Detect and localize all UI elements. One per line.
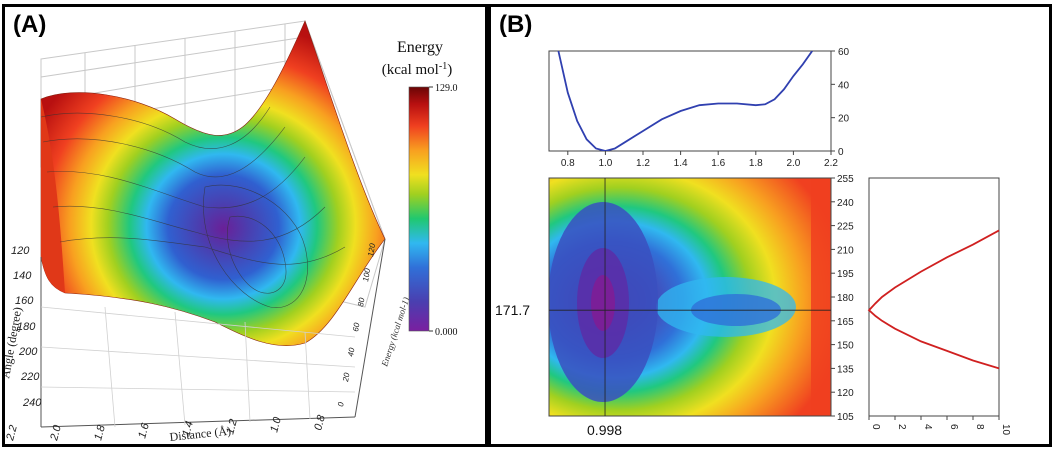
top-x-tick-label: 1.0 — [598, 158, 612, 169]
angle-tick: 160 — [15, 295, 34, 307]
heatmap-minimum-center — [591, 275, 615, 331]
distance-tick: 1.4 — [180, 420, 196, 438]
side-plot-frame — [868, 177, 1000, 417]
top-x-tick-label: 2.2 — [824, 158, 838, 169]
side-x-tick-label: 0 — [870, 424, 881, 430]
heatmap-y-tick-label: 225 — [837, 222, 854, 233]
distance-tick: 2.2 — [5, 424, 20, 443]
top-x-tick-label: 1.8 — [749, 158, 763, 169]
minimum-distance-label: 0.998 — [587, 422, 622, 438]
distance-axis: 2.2 2.0 1.8 1.6 1.4 1.2 1.0 0.8 — [5, 413, 328, 443]
distance-tick: 2.0 — [48, 423, 64, 443]
heatmap-y-tick-label: 255 — [837, 174, 854, 185]
top-y-tick-label: 0 — [838, 147, 844, 158]
distance-tick: 1.0 — [268, 415, 284, 434]
distance-axis-label: Distance (Å) — [169, 424, 232, 444]
heatmap-right-band — [811, 178, 831, 416]
energy-tick: 40 — [346, 346, 357, 357]
top-profile-line — [557, 51, 813, 151]
top-y-ticks: 0 20 40 60 — [831, 47, 850, 158]
side-x-ticks: 0 2 4 6 8 10 — [868, 416, 1011, 436]
angle-axis-label: Angle (degree) — [5, 306, 25, 380]
energy-axis-label: Energy (kcal mol-1) — [379, 296, 411, 369]
box-front-edges — [40, 238, 386, 428]
panel-b: (B) 0.8 1.0 1.2 1.4 1.6 1.8 2.0 2.2 0 20 40 60 — [488, 4, 1052, 447]
angle-tick: 200 — [18, 346, 38, 358]
energy-tick: 60 — [351, 321, 362, 332]
side-profile-chart: 0 2 4 6 8 10 — [867, 177, 1011, 436]
angle-tick: 180 — [17, 321, 36, 333]
top-x-tick-label: 1.4 — [674, 158, 688, 169]
heatmap-y-tick-label: 195 — [837, 269, 854, 280]
heatmap-y-tick-label: 240 — [837, 198, 854, 209]
heatmap-y-tick-label: 135 — [837, 364, 854, 375]
surface-plot-3d: 120 140 160 180 200 220 240 Angle (degre… — [5, 20, 458, 444]
colorbar — [408, 86, 430, 332]
surface-left-edge — [41, 99, 65, 293]
side-x-tick-label: 10 — [1000, 424, 1011, 436]
heatmap-y-tick-label: 120 — [837, 388, 854, 399]
heatmap-chart: 0.998 171.7 105 120 135 150 165 180 195 210 225 2… — [495, 174, 854, 438]
top-y-tick-label: 60 — [838, 47, 850, 58]
energy-axis: 120 100 80 60 40 20 0 — [336, 242, 377, 407]
energy-tick: 80 — [356, 296, 367, 307]
angle-axis: 120 140 160 180 200 220 240 — [11, 245, 42, 409]
angle-tick: 220 — [20, 371, 40, 383]
panel-b-label: (B) — [499, 11, 533, 38]
angle-tick: 120 — [11, 245, 30, 257]
colorbar-title-line1: Energy — [397, 39, 443, 56]
distance-tick: 1.2 — [224, 418, 240, 436]
heatmap-y-tick-label: 150 — [837, 341, 854, 352]
top-x-tick-label: 1.6 — [711, 158, 725, 169]
side-x-tick-label: 4 — [922, 424, 933, 430]
energy-surface — [40, 20, 386, 347]
energy-tick: 100 — [361, 267, 372, 282]
energy-tick: 0 — [336, 401, 346, 407]
top-y-tick-label: 20 — [838, 114, 850, 125]
colorbar-min-label: 0.000 — [435, 327, 458, 338]
minimum-angle-label: 171.7 — [495, 302, 530, 318]
floor-grid — [40, 306, 356, 428]
top-plot-frame — [548, 50, 832, 152]
distance-tick: 1.6 — [136, 421, 152, 440]
heatmap-y-tick-label: 165 — [837, 317, 854, 328]
heatmap-y-tick-label: 180 — [837, 293, 854, 304]
angle-tick: 240 — [22, 397, 42, 409]
colorbar-max-label: 129.0 — [435, 83, 458, 94]
heatmap-y-ticks: 105 120 135 150 165 180 195 210 225 240 255 — [831, 174, 854, 423]
panel-a-label: (A) — [13, 11, 47, 38]
contour-lines — [40, 106, 346, 308]
angle-tick: 140 — [13, 270, 32, 282]
distance-tick: 1.8 — [92, 423, 108, 442]
top-x-tick-label: 1.2 — [636, 158, 650, 169]
side-profile-line — [867, 229, 1000, 370]
heatmap-y-tick-label: 210 — [837, 245, 854, 256]
colorbar-title-line2: (kcal mol-1) — [382, 61, 452, 79]
side-x-tick-label: 8 — [974, 424, 985, 430]
heatmap-y-tick-label: 105 — [837, 412, 854, 423]
top-y-tick-label: 40 — [838, 80, 850, 91]
top-profile-chart: 0.8 1.0 1.2 1.4 1.6 1.8 2.0 2.2 0 20 40 60 — [548, 47, 850, 169]
panel-a: (A) — [2, 4, 488, 447]
top-x-tick-label: 2.0 — [786, 158, 800, 169]
side-x-tick-label: 2 — [896, 424, 907, 430]
top-x-tick-label: 0.8 — [561, 158, 575, 169]
distance-tick: 0.8 — [312, 413, 328, 432]
energy-tick: 20 — [341, 371, 352, 383]
top-x-ticks: 0.8 1.0 1.2 1.4 1.6 1.8 2.0 2.2 — [561, 151, 838, 169]
energy-tick: 120 — [366, 242, 377, 257]
side-x-tick-label: 6 — [948, 424, 959, 430]
